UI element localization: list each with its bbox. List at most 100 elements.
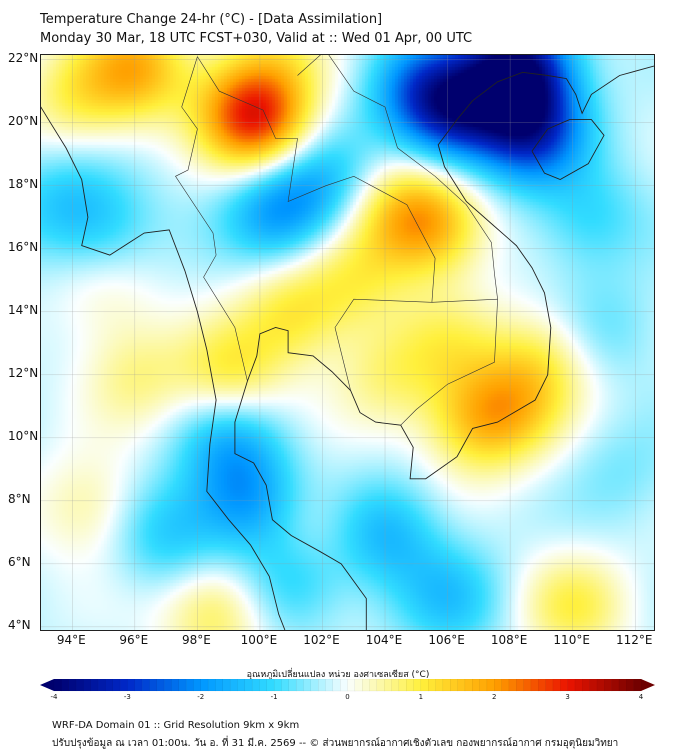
colorbar-segment — [90, 679, 99, 692]
colorbar-segment — [574, 679, 583, 692]
colorbar-segment — [281, 679, 290, 692]
colorbar-segment — [215, 679, 224, 692]
country-border — [297, 55, 498, 426]
lon-label: 102°E — [303, 633, 340, 647]
colorbar-segment — [273, 679, 282, 692]
colorbar-segment — [141, 679, 150, 692]
coastline-myanmar — [41, 106, 286, 630]
colorbar-max-extend — [641, 679, 655, 691]
colorbar-segment — [185, 679, 194, 692]
colorbar-segment — [229, 679, 238, 692]
colorbar-segment — [501, 679, 510, 692]
colorbar-segment — [112, 679, 121, 692]
lat-label: 20°N — [8, 113, 39, 128]
colorbar-segment — [149, 679, 158, 692]
colorbar-segment — [200, 679, 209, 692]
colorbar-segment — [340, 679, 348, 692]
lon-label: 100°E — [240, 633, 278, 647]
colorbar-segment — [83, 679, 92, 692]
colorbar-segment — [68, 679, 77, 692]
colorbar-segment — [193, 679, 202, 692]
lat-label: 4°N — [8, 617, 31, 632]
colorbar-tick-label: 3 — [565, 693, 570, 701]
colorbar-segment — [406, 679, 414, 692]
colorbar-segment — [97, 679, 106, 692]
colorbar-segment — [391, 679, 400, 692]
colorbar-segment — [207, 679, 216, 692]
lat-label: 16°N — [8, 239, 39, 254]
colorbar-segment — [53, 679, 62, 692]
colorbar-segment — [163, 679, 172, 692]
colorbar-segment — [119, 679, 128, 692]
colorbar-segment — [61, 679, 70, 692]
colorbar-segment — [178, 679, 187, 692]
colorbar-segment — [362, 679, 370, 692]
colorbar-segment — [171, 679, 180, 692]
colorbar-segment — [552, 679, 561, 692]
colorbar-segment — [295, 679, 304, 692]
colorbar-segment — [259, 679, 268, 692]
colorbar-segment — [420, 679, 429, 692]
colorbar-segment — [222, 679, 231, 692]
colorbar-tick-label: 4 — [638, 693, 644, 701]
colorbar-segment — [398, 679, 407, 692]
lat-label: 6°N — [8, 554, 31, 569]
lon-label: 96°E — [119, 633, 149, 647]
colorbar-segment — [347, 679, 356, 692]
temperature-field — [41, 55, 654, 630]
colorbar-segment — [560, 679, 569, 692]
colorbar-segment — [288, 679, 297, 692]
colorbar-segment — [354, 679, 363, 692]
lon-label: 108°E — [490, 633, 528, 647]
lat-label: 12°N — [8, 365, 39, 380]
colorbar-segment — [567, 679, 576, 692]
colorbar-label: อุณหภูมิเปลี่ยนแปลง หน่วย องศาเซลเซียส (… — [246, 670, 430, 680]
colorbar-segment — [251, 679, 260, 692]
colorbar-segment — [384, 679, 392, 692]
lon-label: 106°E — [428, 633, 465, 647]
colorbar-segment — [596, 679, 605, 692]
colorbar-tick-label: 1 — [418, 693, 424, 701]
colorbar-segment — [604, 679, 613, 692]
colorbar-segment — [156, 679, 165, 692]
lon-label: 94°E — [56, 633, 86, 647]
colorbar-tick-label: 2 — [492, 693, 497, 701]
lat-label: 18°N — [8, 176, 39, 191]
colorbar-tick-label: -2 — [197, 693, 205, 701]
coastline-hainan — [531, 119, 605, 180]
colorbar-tick-label: -3 — [123, 693, 131, 701]
colorbar-segment — [486, 679, 495, 692]
colorbar — [40, 679, 655, 692]
colorbar-segment — [325, 679, 334, 692]
colorbar-segment — [545, 679, 554, 692]
chart-subtitle: Monday 30 Mar, 18 UTC FCST+030, Valid at… — [40, 31, 473, 46]
country-border — [431, 298, 498, 303]
colorbar-segment — [266, 679, 275, 692]
colorbar-segment — [237, 679, 246, 692]
colorbar-segment — [303, 679, 312, 692]
colorbar-segment — [310, 679, 319, 692]
colorbar-segment — [611, 679, 620, 692]
colorbar-segment — [127, 679, 136, 692]
lat-label: 10°N — [8, 428, 39, 443]
colorbar-segment — [457, 679, 466, 692]
colorbar-tick-label: 0 — [345, 693, 350, 701]
colorbar-segment — [538, 679, 547, 692]
lon-label: 110°E — [553, 633, 590, 647]
colorbar-segment — [530, 679, 539, 692]
lat-label: 14°N — [8, 302, 39, 317]
lat-label: 8°N — [8, 491, 31, 506]
colorbar-tick-label: -1 — [270, 693, 278, 701]
chart-title: Temperature Change 24-hr (°C) - [Data As… — [40, 12, 383, 27]
colorbar-segment — [413, 679, 422, 692]
colorbar-segment — [369, 679, 378, 692]
colorbar-segment — [633, 679, 642, 692]
colorbar-segment — [435, 679, 444, 692]
colorbar-segment — [479, 679, 488, 692]
colorbar-segment — [105, 679, 114, 692]
colorbar-segment — [618, 679, 627, 692]
lon-label: 112°E — [615, 633, 653, 647]
colorbar-segment — [332, 679, 341, 692]
colorbar-segment — [317, 679, 326, 692]
colorbar-segment — [589, 679, 598, 692]
